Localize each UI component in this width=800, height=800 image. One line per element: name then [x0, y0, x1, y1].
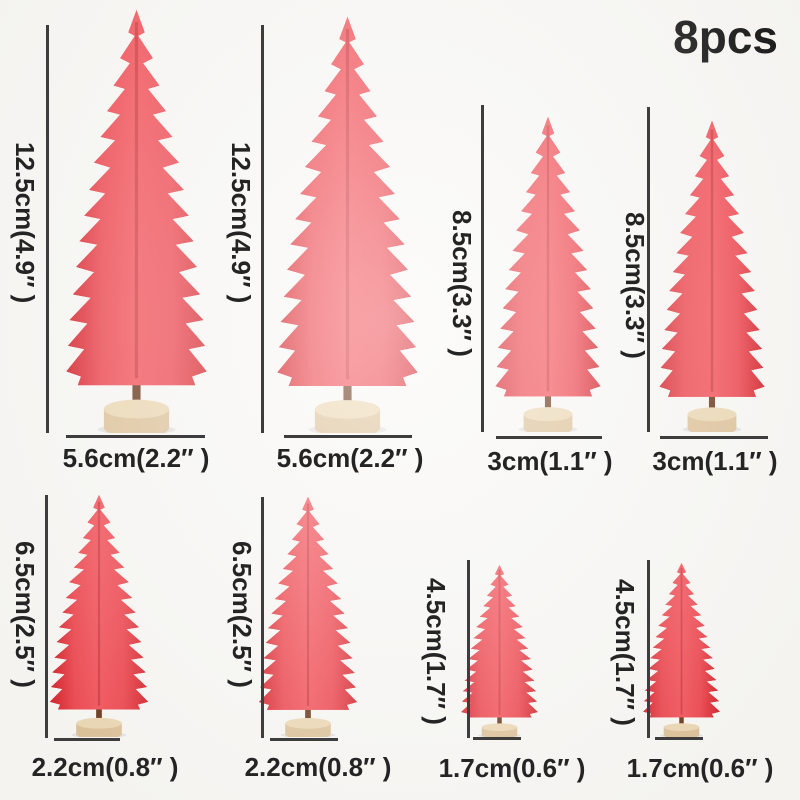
width-dimension-label: 2.2cm(0.8″ ) — [244, 752, 392, 782]
width-dimension-label: 5.6cm(2.2″ ) — [62, 443, 210, 473]
mini-christmas-tree-photo — [637, 561, 726, 737]
width-measure-line — [66, 435, 205, 438]
height-dimension-label: 4.5cm(1.7″ ) — [421, 578, 451, 725]
width-dimension-label: 1.7cm(0.6″ ) — [626, 753, 774, 783]
height-dimension-label: 8.5cm(3.3″ ) — [620, 212, 650, 359]
mini-christmas-tree-photo — [266, 12, 429, 433]
mini-christmas-tree-photo — [487, 113, 609, 432]
height-dimension-label: 12.5cm(4.9″ ) — [226, 142, 256, 304]
width-measure-line — [660, 436, 768, 439]
width-measure-line — [54, 738, 120, 741]
mini-christmas-tree-photo — [42, 492, 156, 737]
width-measure-line — [473, 737, 521, 740]
height-measure-line — [46, 25, 49, 433]
height-measure-line — [261, 497, 264, 738]
mini-christmas-tree-photo — [651, 117, 773, 432]
width-measure-line — [270, 738, 338, 741]
width-measure-line — [284, 435, 412, 438]
height-dimension-label: 8.5cm(3.3″ ) — [447, 210, 477, 357]
height-dimension-label: 4.5cm(1.7″ ) — [610, 579, 640, 726]
height-measure-line — [647, 107, 650, 432]
width-dimension-label: 5.6cm(2.2″ ) — [276, 443, 424, 473]
width-measure-line — [655, 737, 703, 740]
mini-christmas-tree-photo — [251, 494, 365, 737]
height-dimension-label: 12.5cm(4.9″ ) — [10, 142, 40, 304]
mini-christmas-tree-photo — [55, 5, 218, 433]
piece-count-badge: 8pcs — [673, 11, 778, 63]
height-measure-line — [261, 25, 264, 433]
width-dimension-label: 3cm(1.1″ ) — [487, 446, 613, 476]
height-dimension-label: 6.5cm(2.5″ ) — [227, 541, 257, 688]
width-dimension-label: 3cm(1.1″ ) — [652, 446, 778, 476]
height-measure-line — [647, 560, 650, 738]
height-dimension-label: 6.5cm(2.5″ ) — [10, 541, 40, 688]
width-measure-line — [496, 436, 602, 439]
width-dimension-label: 1.7cm(0.6″ ) — [438, 753, 586, 783]
width-dimension-label: 2.2cm(0.8″ ) — [31, 752, 179, 782]
height-measure-line — [481, 105, 484, 432]
height-measure-line — [45, 495, 48, 738]
height-measure-line — [467, 560, 470, 738]
